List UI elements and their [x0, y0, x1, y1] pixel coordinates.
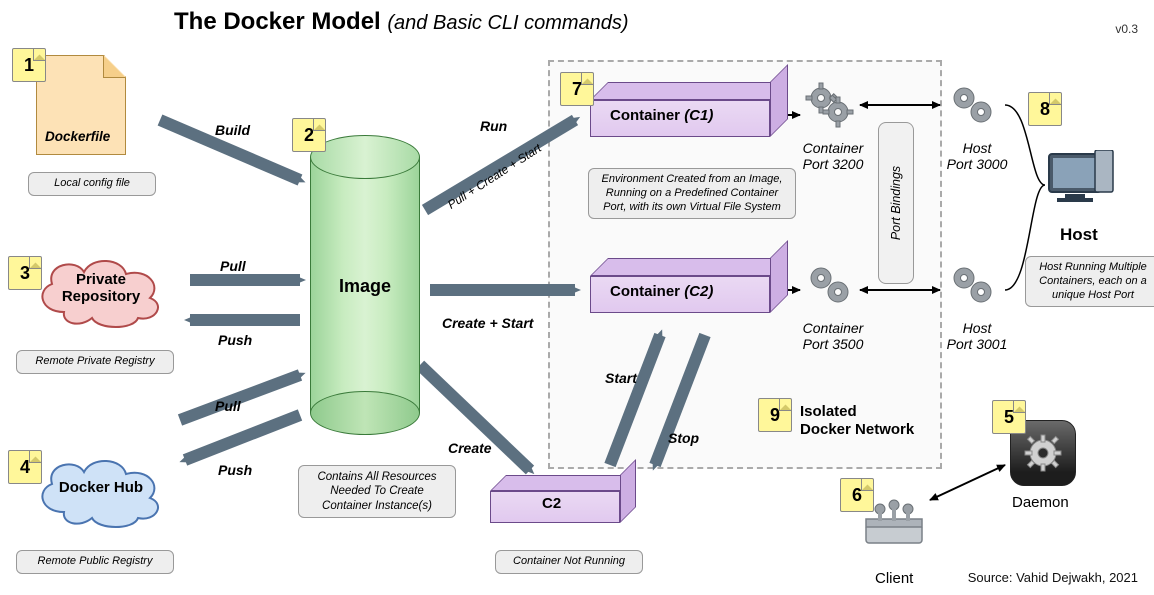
image-label: Image	[310, 276, 420, 297]
c2-stopped-label: C2	[542, 495, 561, 512]
c2-port-label: ContainerPort 3500	[788, 320, 878, 352]
dockerfile-label: Dockerfile	[45, 129, 110, 144]
gears-c2	[805, 262, 855, 310]
cmd-build: Build	[215, 122, 250, 138]
page-title: The Docker Model (and Basic CLI commands…	[174, 8, 629, 36]
host-caption: Host Running Multiple Containers, each o…	[1025, 256, 1154, 307]
cmd-run: Run	[480, 118, 507, 134]
cmd-push-2: Push	[218, 462, 252, 478]
host-label: Host	[1060, 225, 1098, 245]
title-sub: (and Basic CLI commands)	[387, 12, 628, 34]
cmd-start: Start	[605, 370, 637, 386]
container-c1-label: Container (C1)	[610, 107, 713, 124]
diagram-canvas: The Docker Model (and Basic CLI commands…	[0, 0, 1154, 595]
container-c2: Container (C2)	[590, 258, 770, 313]
private-repo-caption: Remote Private Registry	[16, 350, 174, 374]
badge-8: 8	[1028, 92, 1062, 126]
badge-6: 6	[840, 478, 874, 512]
host-port-2-label: HostPort 3001	[932, 320, 1022, 352]
docker-hub-label: Docker Hub	[26, 480, 176, 497]
c1-port-label: ContainerPort 3200	[788, 140, 878, 172]
host-port-1-label: HostPort 3000	[932, 140, 1022, 172]
cmd-push-1: Push	[218, 332, 252, 348]
image-node: Image	[310, 135, 420, 435]
daemon-label: Daemon	[1012, 494, 1069, 511]
private-repo-label: Private Repository	[26, 272, 176, 305]
badge-1: 1	[12, 48, 46, 82]
port-bindings-box: Port Bindings	[878, 122, 914, 284]
private-repo-l1: Private	[76, 271, 126, 288]
container-env-caption: Environment Created from an Image, Runni…	[588, 168, 796, 219]
badge-5: 5	[992, 400, 1026, 434]
source-label: Source: Vahid Dejwakh, 2021	[968, 570, 1138, 585]
docker-hub-node: Docker Hub	[26, 450, 176, 530]
gears-host-2	[948, 262, 998, 310]
badge-7: 7	[560, 72, 594, 106]
cmd-pull-2: Pull	[215, 398, 241, 414]
badge-4: 4	[8, 450, 42, 484]
badge-3: 3	[8, 256, 42, 290]
client-label: Client	[875, 570, 913, 587]
gears-host-1	[948, 82, 998, 130]
private-repo-l2: Repository	[62, 288, 140, 305]
port-bindings-label: Port Bindings	[889, 166, 903, 240]
docker-hub-caption: Remote Public Registry	[16, 550, 174, 574]
network-label: Isolated Docker Network	[800, 403, 914, 439]
badge-2: 2	[292, 118, 326, 152]
host-monitor-icon	[1045, 150, 1115, 208]
container-c2-label: Container (C2)	[610, 283, 713, 300]
cmd-stop: Stop	[668, 430, 699, 446]
cmd-create: Create	[448, 440, 492, 456]
dockerfile-node: Dockerfile	[36, 55, 126, 155]
badge-9: 9	[758, 398, 792, 432]
version-label: v0.3	[1115, 22, 1138, 36]
c2-stopped-caption: Container Not Running	[495, 550, 643, 574]
cmd-run-explain: Pull + Create + Start	[445, 141, 544, 212]
cmd-pull-1: Pull	[220, 258, 246, 274]
container-c2-stopped: C2	[490, 475, 620, 523]
container-c1: Container (C1)	[590, 82, 770, 137]
image-caption: Contains All Resources Needed To Create …	[298, 465, 456, 518]
title-main: The Docker Model	[174, 8, 381, 35]
gears-c1	[805, 82, 855, 130]
dockerfile-caption: Local config file	[28, 172, 156, 196]
private-repo-node: Private Repository	[26, 250, 176, 330]
cmd-create-start: Create + Start	[442, 315, 533, 331]
